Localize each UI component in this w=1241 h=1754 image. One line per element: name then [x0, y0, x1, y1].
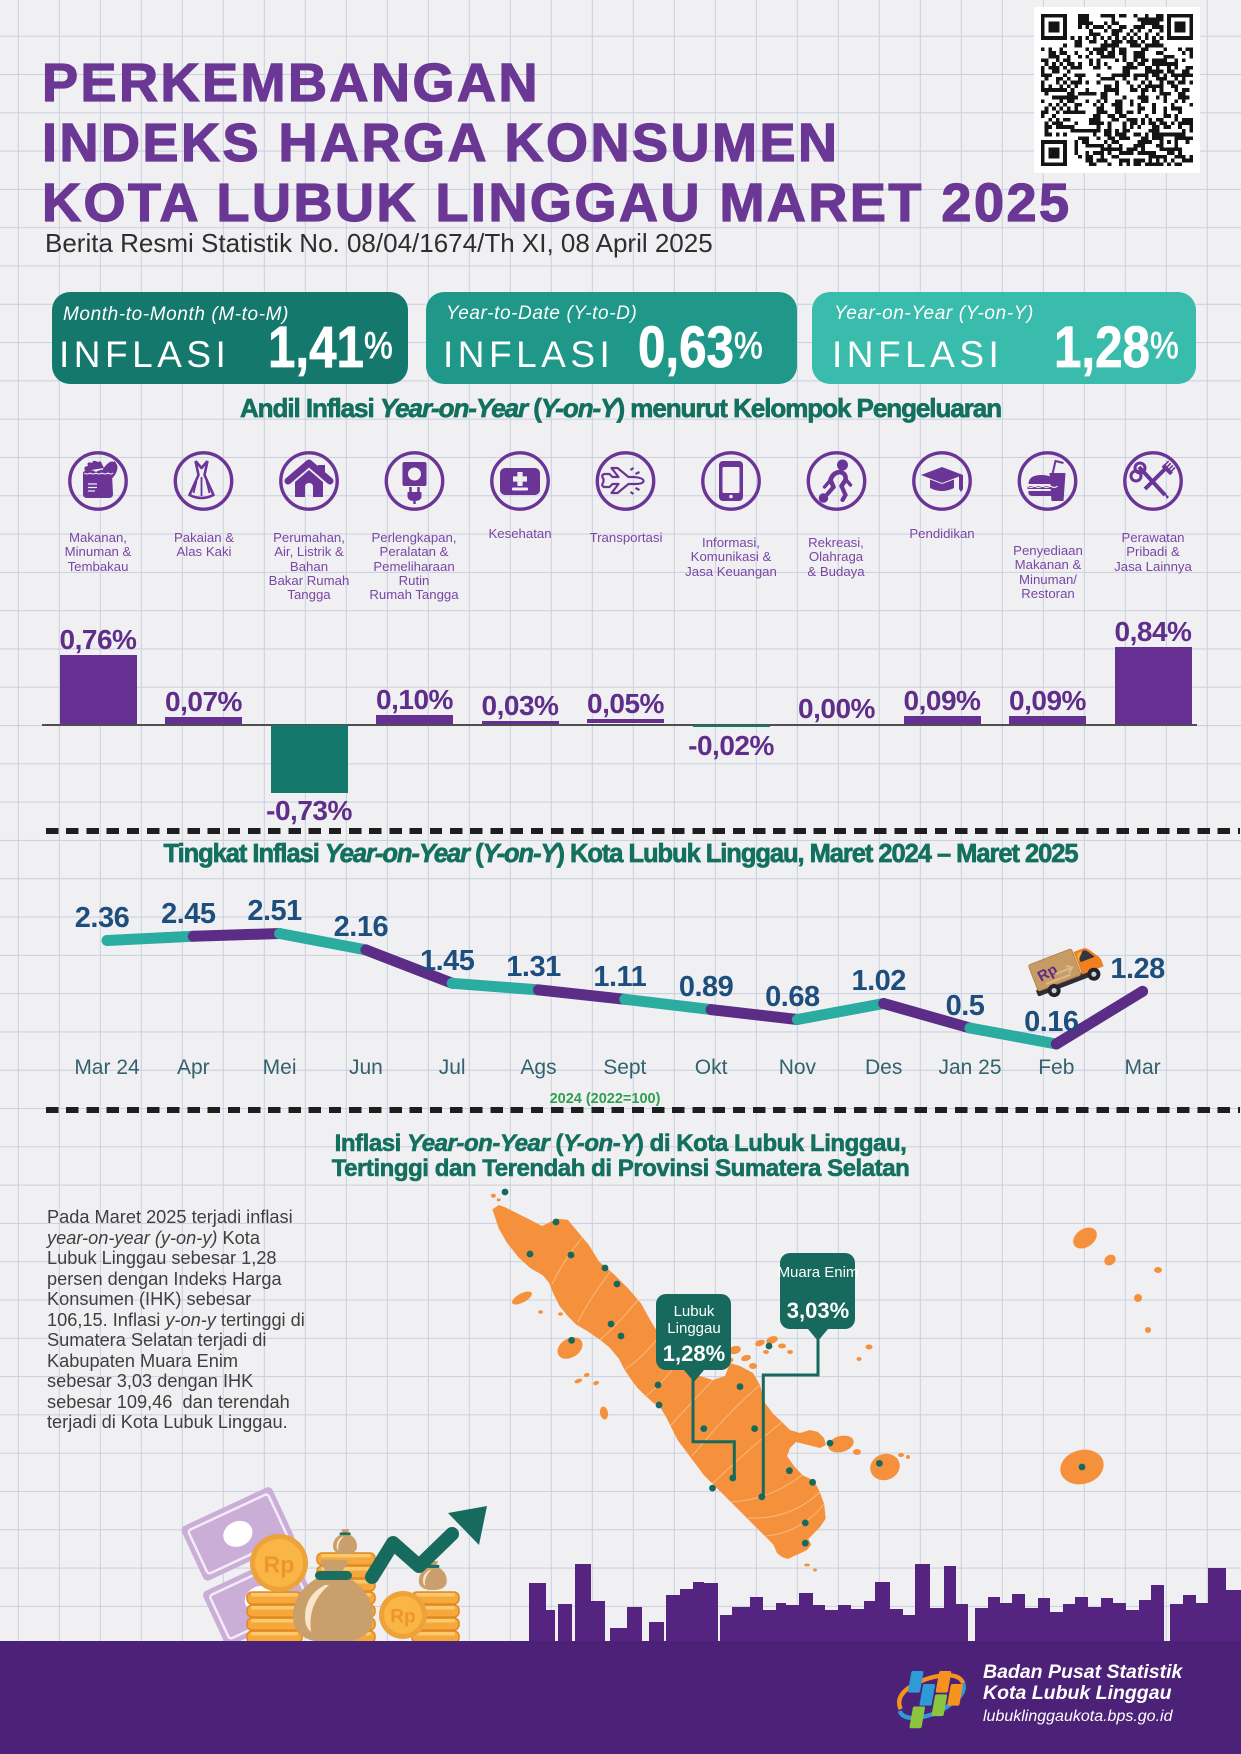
svg-text:Muara Enim: Muara Enim: [778, 1264, 859, 1281]
svg-text:1,28%: 1,28%: [663, 1341, 725, 1366]
svg-text:Linggau: Linggau: [667, 1320, 720, 1337]
svg-text:3,03%: 3,03%: [787, 1298, 849, 1323]
svg-text:Rp: Rp: [264, 1551, 295, 1577]
svg-text:Lubuk: Lubuk: [674, 1303, 715, 1320]
svg-text:Rp: Rp: [390, 1607, 416, 1628]
